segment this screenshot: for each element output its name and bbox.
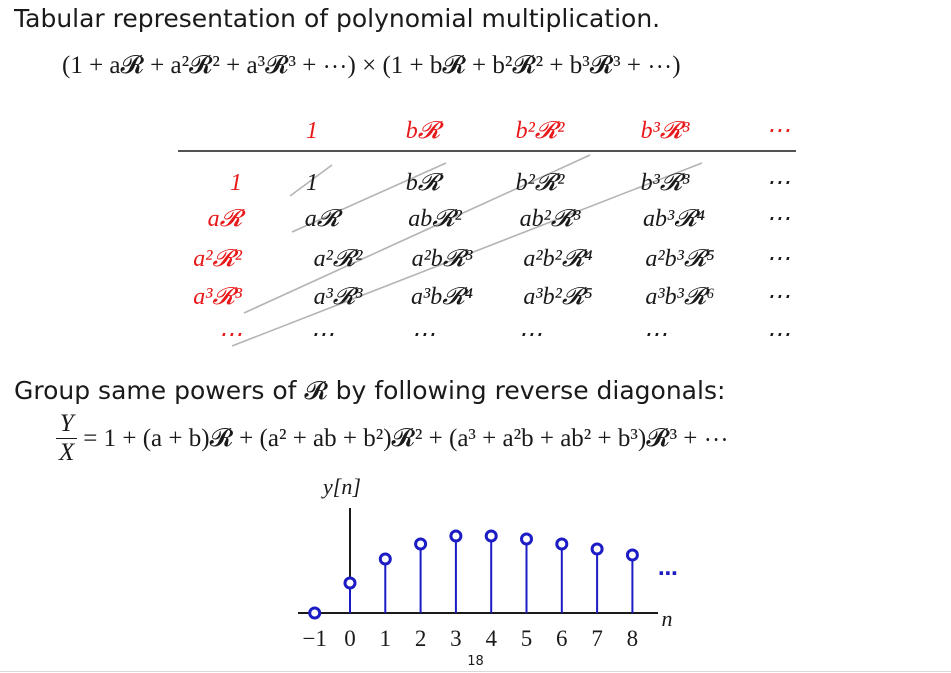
x-tick-label: 5 bbox=[521, 626, 533, 651]
page-number: 18 bbox=[467, 654, 484, 669]
x-tick-label: 1 bbox=[380, 626, 392, 651]
stem-marker bbox=[414, 537, 428, 551]
table-row-headers: 1 a𝓡 a²𝓡² a³𝓡³ ⋯ bbox=[193, 170, 246, 348]
diagonal-line-2 bbox=[243, 154, 591, 314]
x-tick-labels: −1 0 1 2 3 4 5 6 7 8 bbox=[302, 626, 638, 651]
x-tick-label: 3 bbox=[450, 626, 462, 651]
transfer-equation: Y X = 1 + (a + b)𝓡 + (a² + ab + b²)𝓡² + … bbox=[56, 410, 729, 467]
stem-plot: y[n] n ⋯ −1 0 1 2 3 4 5 6 7 8 bbox=[298, 474, 678, 651]
table-cell: a𝓡 bbox=[305, 206, 344, 232]
table-cell: b𝓡 bbox=[406, 170, 445, 196]
stem-marker bbox=[520, 532, 533, 546]
table-cell: ⋯ bbox=[643, 322, 667, 348]
table-cell: ⋯ bbox=[766, 170, 790, 196]
row-header-4: ⋯ bbox=[218, 322, 242, 348]
y-axis-label: y[n] bbox=[321, 474, 361, 499]
slide-title: Tabular representation of polynomial mul… bbox=[14, 4, 661, 33]
table-cell: ⋯ bbox=[411, 322, 435, 348]
table-cell: a³b²𝓡⁵ bbox=[523, 284, 592, 310]
equation-rhs: = 1 + (a + b)𝓡 + (a² + ab + b²)𝓡² + (a³ … bbox=[83, 424, 729, 452]
stem-marker bbox=[343, 576, 357, 590]
table-cell: ⋯ bbox=[766, 246, 790, 272]
table-cell: ⋯ bbox=[766, 322, 790, 348]
table-cell: a³b³𝓡⁶ bbox=[645, 284, 714, 310]
table-cell: ⋯ bbox=[518, 322, 542, 348]
table-body: 1 b𝓡 b²𝓡² b³𝓡³ ⋯ a𝓡 ab𝓡² ab²𝓡³ ab³𝓡⁴ ⋯ a… bbox=[305, 170, 790, 348]
table-cell: 1 bbox=[306, 170, 318, 196]
stem-marker bbox=[625, 548, 639, 562]
table-cell: a²b³𝓡⁵ bbox=[645, 246, 714, 272]
col-header-4: ⋯ bbox=[766, 118, 790, 144]
table-cell: a³𝓡³ bbox=[314, 284, 364, 310]
stem-series bbox=[308, 529, 639, 620]
row-header-1: a𝓡 bbox=[208, 206, 247, 232]
stem-marker bbox=[590, 542, 604, 556]
col-header-1: b𝓡 bbox=[406, 118, 445, 144]
table-cell: ⋯ bbox=[310, 322, 334, 348]
x-tick-label: 7 bbox=[591, 626, 603, 651]
table-cell: ⋯ bbox=[766, 284, 790, 310]
diagonal-guides bbox=[231, 154, 703, 347]
x-tick-label: 2 bbox=[415, 626, 427, 651]
row-header-2: a²𝓡² bbox=[193, 246, 243, 272]
stem-marker bbox=[378, 552, 392, 566]
table-cell: a²𝓡² bbox=[314, 246, 364, 272]
table-cell: b²𝓡² bbox=[516, 170, 566, 196]
diagonal-line-0 bbox=[289, 164, 333, 197]
diagonal-line-1 bbox=[291, 162, 447, 233]
fraction-denominator: X bbox=[59, 439, 75, 466]
ratio-fraction: Y X bbox=[56, 410, 78, 467]
x-axis-label: n bbox=[662, 606, 673, 631]
stem-marker bbox=[449, 529, 463, 543]
table-cell: a²b𝓡³ bbox=[412, 246, 474, 272]
table-cell: ab³𝓡⁴ bbox=[643, 206, 705, 232]
col-header-0: 1 bbox=[306, 118, 318, 144]
x-tick-label: 8 bbox=[627, 626, 639, 651]
group-instruction: Group same powers of 𝓡 by following reve… bbox=[14, 376, 726, 405]
row-header-0: 1 bbox=[230, 170, 242, 196]
table-column-headers: 1 b𝓡 b²𝓡² b³𝓡³ ⋯ bbox=[306, 118, 790, 144]
stem-marker bbox=[308, 606, 322, 620]
col-header-2: b²𝓡² bbox=[516, 118, 566, 144]
x-tick-label: −1 bbox=[302, 626, 326, 651]
x-tick-label: 0 bbox=[344, 626, 356, 651]
fraction-numerator: Y bbox=[56, 410, 78, 439]
table-cell: ab𝓡² bbox=[408, 206, 462, 232]
continuation-dots: ⋯ bbox=[658, 561, 678, 585]
stem-marker bbox=[484, 529, 498, 543]
col-header-3: b³𝓡³ bbox=[641, 118, 691, 144]
table-cell: a³b𝓡⁴ bbox=[411, 284, 473, 310]
diagonal-line-3 bbox=[231, 162, 703, 347]
table-cell: ⋯ bbox=[766, 206, 790, 232]
row-header-3: a³𝓡³ bbox=[193, 284, 243, 310]
table-cell: ab²𝓡³ bbox=[520, 206, 582, 232]
product-expression: (1 + a𝓡 + a²𝓡² + a³𝓡³ + ⋯) × (1 + b𝓡 + b… bbox=[62, 52, 681, 79]
x-tick-label: 4 bbox=[485, 626, 497, 651]
x-tick-label: 6 bbox=[556, 626, 568, 651]
table-cell: a²b²𝓡⁴ bbox=[523, 246, 592, 272]
stem-marker bbox=[555, 537, 569, 551]
table-cell: b³𝓡³ bbox=[641, 170, 691, 196]
footer-rule bbox=[0, 671, 951, 672]
